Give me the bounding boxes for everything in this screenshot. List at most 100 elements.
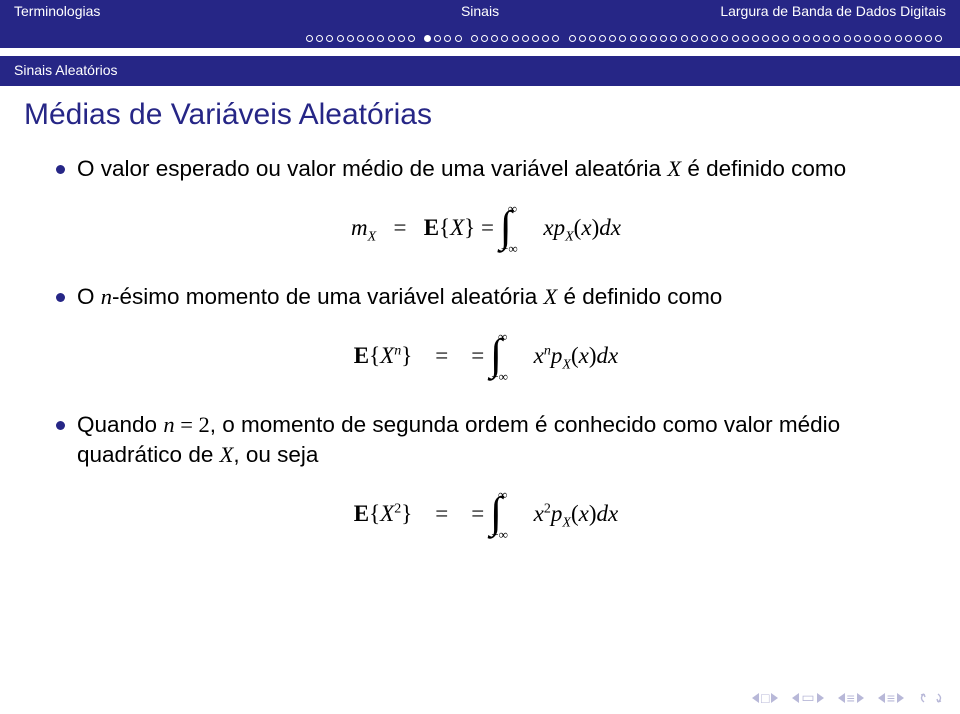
triangle-right-icon (771, 693, 778, 703)
math-equation: E{Xn} = = ∫∞−∞ xnpX(x)dx (56, 328, 916, 387)
progress-dot[interactable] (895, 35, 902, 42)
progress-dot[interactable] (630, 35, 637, 42)
bullet-text: O valor esperado ou valor médio de uma v… (77, 154, 916, 184)
progress-dot[interactable] (316, 35, 323, 42)
progress-dot[interactable] (306, 35, 313, 42)
progress-dot[interactable] (347, 35, 354, 42)
progress-dots (0, 34, 960, 48)
progress-dot[interactable] (408, 35, 415, 42)
progress-dot[interactable] (367, 35, 374, 42)
triangle-right-icon (897, 693, 904, 703)
progress-dot[interactable] (711, 35, 718, 42)
progress-dot[interactable] (772, 35, 779, 42)
progress-dot[interactable] (434, 35, 441, 42)
progress-dot[interactable] (532, 35, 539, 42)
screen-icon: ▭ (801, 689, 814, 706)
progress-dot[interactable] (522, 35, 529, 42)
progress-dot[interactable] (670, 35, 677, 42)
triangle-left-icon (792, 693, 799, 703)
progress-dot[interactable] (844, 35, 851, 42)
progress-dot[interactable] (884, 35, 891, 42)
progress-dot[interactable] (742, 35, 749, 42)
triangle-right-icon (817, 693, 824, 703)
nav-back-forward[interactable] (918, 691, 946, 705)
triangle-left-icon (752, 693, 759, 703)
nav-prev-subsection[interactable]: ≡ (878, 690, 904, 706)
progress-dot[interactable] (935, 35, 942, 42)
undo-redo-icon (918, 691, 946, 705)
progress-dot[interactable] (823, 35, 830, 42)
progress-dot[interactable] (803, 35, 810, 42)
progress-dot[interactable] (905, 35, 912, 42)
beamer-nav: □ ▭ ≡ ≡ (752, 689, 946, 706)
slide-content: O valor esperado ou valor médio de uma v… (0, 154, 960, 546)
slide-title: Médias de Variáveis Aleatórias (0, 86, 960, 154)
progress-dot[interactable] (925, 35, 932, 42)
triangle-left-icon (838, 693, 845, 703)
progress-dot[interactable] (424, 35, 431, 42)
progress-dot[interactable] (619, 35, 626, 42)
progress-dot[interactable] (501, 35, 508, 42)
progress-dot[interactable] (874, 35, 881, 42)
nav-prev-frame[interactable]: ▭ (792, 689, 823, 706)
bullet-text: O n-ésimo momento de uma variável aleató… (77, 282, 916, 312)
bullet-item: O valor esperado ou valor médio de uma v… (56, 154, 916, 260)
progress-dot[interactable] (388, 35, 395, 42)
progress-dot[interactable] (455, 35, 462, 42)
square-icon: □ (761, 690, 769, 706)
lines-icon: ≡ (887, 690, 895, 706)
progress-dot[interactable] (552, 35, 559, 42)
header-center[interactable]: Sinais (325, 0, 636, 34)
bullet-icon (56, 421, 65, 430)
progress-dot[interactable] (640, 35, 647, 42)
progress-dot[interactable] (609, 35, 616, 42)
bullet-item: O n-ésimo momento de uma variável aleató… (56, 282, 916, 388)
math-equation: mX = E{X} = ∫∞−∞ xpX(x)dx (56, 200, 916, 259)
progress-dot[interactable] (681, 35, 688, 42)
progress-dot[interactable] (398, 35, 405, 42)
bullet-text: Quando n = 2, o momento de segunda ordem… (77, 410, 916, 471)
progress-dot[interactable] (691, 35, 698, 42)
progress-dot[interactable] (721, 35, 728, 42)
lines-icon: ≡ (847, 690, 855, 706)
bullet-icon (56, 165, 65, 174)
progress-dot[interactable] (813, 35, 820, 42)
progress-dot[interactable] (512, 35, 519, 42)
bullet-item: Quando n = 2, o momento de segunda ordem… (56, 410, 916, 546)
progress-dot[interactable] (377, 35, 384, 42)
progress-dot[interactable] (337, 35, 344, 42)
header-left[interactable]: Terminologias (0, 0, 325, 34)
progress-dot[interactable] (579, 35, 586, 42)
progress-dot[interactable] (599, 35, 606, 42)
nav-prev-slide[interactable]: □ (752, 690, 778, 706)
progress-dot[interactable] (782, 35, 789, 42)
progress-dot[interactable] (854, 35, 861, 42)
header-right[interactable]: Largura de Banda de Dados Digitais (635, 0, 960, 34)
section-header: Terminologias Sinais Largura de Banda de… (0, 0, 960, 34)
nav-prev-section[interactable]: ≡ (838, 690, 864, 706)
progress-dot[interactable] (542, 35, 549, 42)
progress-dot[interactable] (701, 35, 708, 42)
math-equation: E{X2} = = ∫∞−∞ x2pX(x)dx (56, 486, 916, 545)
progress-dot[interactable] (650, 35, 657, 42)
progress-dot[interactable] (660, 35, 667, 42)
progress-dot[interactable] (864, 35, 871, 42)
progress-dot[interactable] (589, 35, 596, 42)
subsection-label: Sinais Aleatórios (0, 56, 960, 86)
progress-dot[interactable] (357, 35, 364, 42)
progress-dot[interactable] (732, 35, 739, 42)
progress-dot[interactable] (915, 35, 922, 42)
progress-dot[interactable] (471, 35, 478, 42)
progress-dot[interactable] (833, 35, 840, 42)
progress-dot[interactable] (752, 35, 759, 42)
progress-dot[interactable] (491, 35, 498, 42)
progress-dot[interactable] (569, 35, 576, 42)
progress-dot[interactable] (793, 35, 800, 42)
bullet-icon (56, 293, 65, 302)
progress-dot[interactable] (326, 35, 333, 42)
progress-dot[interactable] (444, 35, 451, 42)
triangle-left-icon (878, 693, 885, 703)
progress-dot[interactable] (481, 35, 488, 42)
progress-dot[interactable] (762, 35, 769, 42)
triangle-right-icon (857, 693, 864, 703)
